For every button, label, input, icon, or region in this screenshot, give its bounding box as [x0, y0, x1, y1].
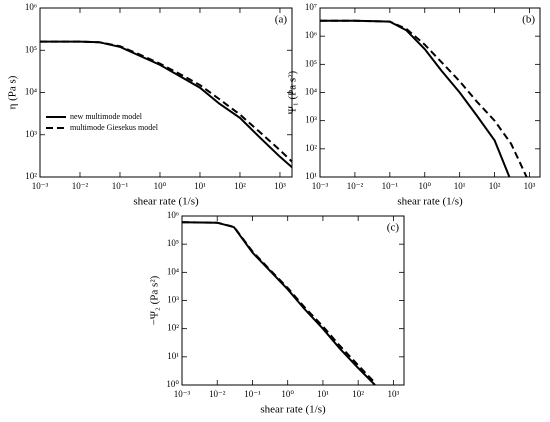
data-line [182, 221, 376, 385]
y-tick-label: 10¹ [167, 351, 179, 361]
data-line [182, 221, 376, 384]
panel: 10⁻³ 10⁻² 10⁻¹ 10⁰ 10¹ 10² 10³ 10² 10³ 10⁴ 10⁵ 10⁶ s… [7, 2, 293, 208]
x-tick-label: 10¹ [454, 181, 466, 191]
x-tick-label: 10² [489, 181, 501, 191]
x-tick-label: 10² [352, 389, 364, 399]
y-tick-label: 10⁰ [166, 379, 179, 389]
y-tick-label: 10⁶ [167, 210, 179, 220]
x-tick-label: 10⁻² [72, 181, 89, 191]
y-tick-label: 10⁶ [305, 30, 317, 40]
x-tick-label: 10² [234, 181, 246, 191]
y-tick-label: 10³ [305, 115, 317, 125]
y-tick-label: 10⁴ [305, 87, 317, 97]
x-tick-label: 10³ [388, 389, 400, 399]
data-line [320, 19, 528, 177]
x-tick-label: 10⁻³ [312, 181, 329, 191]
y-tick-label: 10⁵ [305, 58, 317, 68]
y-tick-label: 10⁴ [25, 87, 37, 97]
x-tick-label: 10³ [524, 181, 536, 191]
x-tick-label: 10⁻² [347, 181, 364, 191]
plot-frame [39, 7, 293, 178]
y-tick-label: 10² [305, 143, 317, 153]
x-tick-label: 10⁰ [281, 389, 294, 399]
y-tick-label: 10³ [25, 129, 37, 139]
x-tick-label: 10⁰ [154, 181, 167, 191]
x-tick-label: 10⁻¹ [382, 181, 399, 191]
y-axis-title: Ψ₁ (Pa s²) [287, 70, 299, 114]
x-tick-label: 10⁻¹ [112, 181, 129, 191]
y-tick-label: 10⁴ [167, 266, 179, 276]
y-tick-label: 10⁵ [25, 44, 37, 54]
x-tick-label: 10¹ [317, 389, 329, 399]
x-tick-label: 10⁻³ [32, 181, 49, 191]
x-axis-title: shear rate (1/s) [397, 196, 463, 208]
y-tick-label: 10⁵ [167, 238, 179, 248]
data-line [320, 19, 511, 177]
x-tick-label: 10⁻¹ [244, 389, 261, 399]
y-axis-title: −Ψ₂ (Pa s²) [149, 275, 161, 325]
y-tick-label: 10⁷ [305, 2, 317, 12]
data-line [40, 40, 292, 169]
y-tick-label: 10³ [167, 295, 179, 305]
legend-label: multimode Giesekus model [70, 123, 159, 132]
panel: 10⁻³ 10⁻² 10⁻¹ 10⁰ 10¹ 10² 10³ 10¹ 10² 10³ 10⁴ 10⁵ 1… [287, 2, 541, 208]
panel-label: (c) [387, 222, 400, 234]
panel-label: (b) [522, 14, 535, 26]
y-tick-label: 10⁶ [25, 2, 37, 12]
y-axis-title: η (Pa s) [7, 75, 19, 109]
x-tick-label: 10⁻³ [174, 389, 191, 399]
y-tick-label: 10² [167, 323, 179, 333]
x-tick-label: 10⁰ [418, 181, 431, 191]
legend-label: new multimode model [70, 112, 143, 121]
x-tick-label: 10¹ [194, 181, 206, 191]
y-tick-label: 10² [25, 171, 37, 181]
x-axis-title: shear rate (1/s) [260, 404, 326, 416]
y-tick-label: 10¹ [305, 171, 317, 181]
x-tick-label: 10⁻² [209, 389, 226, 399]
x-tick-label: 10³ [274, 181, 286, 191]
x-axis-title: shear rate (1/s) [133, 196, 199, 208]
plot-frame [181, 215, 405, 386]
plot-frame [319, 7, 541, 178]
panel-label: (a) [275, 14, 288, 26]
panel: 10⁻³ 10⁻² 10⁻¹ 10⁰ 10¹ 10² 10³ 10⁰ 10¹ 10² 10³ 10⁴ 1… [149, 210, 405, 416]
data-line [40, 40, 292, 163]
